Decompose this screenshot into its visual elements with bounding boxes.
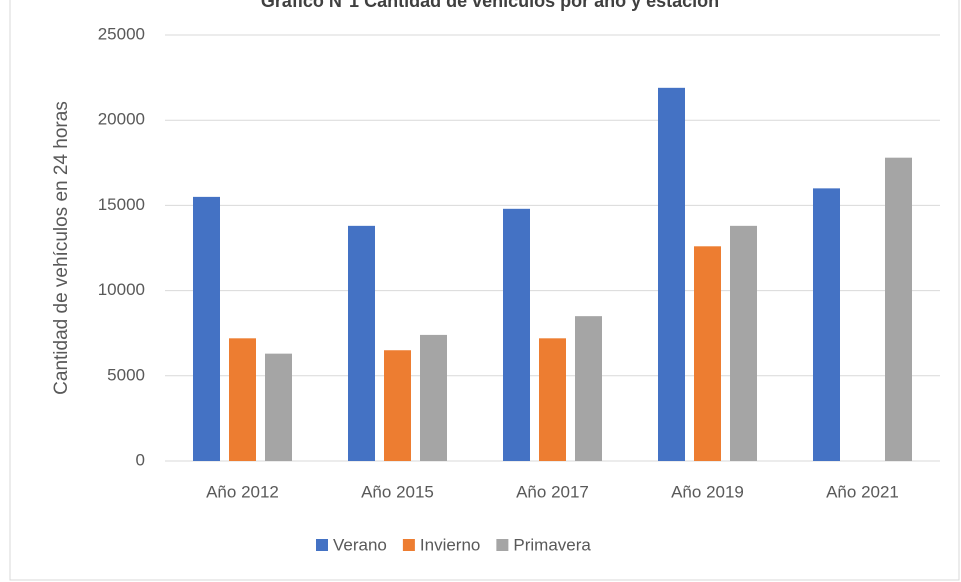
- y-tick-label: 5000: [107, 365, 145, 384]
- chart-border: [9, 0, 960, 581]
- x-tick-label: Año 2012: [206, 482, 279, 501]
- bar: [503, 208, 530, 461]
- x-tick-label: Año 2021: [826, 482, 899, 501]
- bar: [384, 350, 411, 461]
- bar: [575, 316, 602, 461]
- bar: [420, 334, 447, 461]
- y-tick-label: 15000: [98, 195, 145, 214]
- y-tick-label: 25000: [98, 24, 145, 43]
- bar: [885, 157, 912, 462]
- x-tick-label: Año 2017: [516, 482, 589, 501]
- y-tick-label: 10000: [98, 280, 145, 299]
- legend-label: Verano: [333, 535, 387, 554]
- y-tick-label: 20000: [98, 110, 145, 129]
- legend-swatch: [496, 539, 509, 551]
- y-tick-label: 0: [136, 450, 145, 469]
- y-axis-label: Cantidad de vehículos en 24 horas: [51, 101, 72, 395]
- bar: [229, 338, 256, 461]
- bar: [730, 225, 757, 461]
- legend-swatch: [402, 539, 415, 551]
- legend-swatch: [316, 539, 328, 551]
- bar: [813, 188, 840, 462]
- bar: [265, 353, 292, 461]
- x-tick-label: Año 2019: [671, 482, 744, 501]
- bar: [539, 338, 566, 461]
- bar: [348, 225, 375, 461]
- legend-label: Primavera: [513, 535, 591, 554]
- x-tick-label: Año 2015: [361, 482, 434, 501]
- bar: [658, 87, 685, 461]
- chart-title: Gráfico N°1 Cantidad de vehículos por añ…: [261, 0, 719, 11]
- legend-label: Invierno: [420, 535, 480, 554]
- bar: [694, 246, 721, 461]
- bar: [193, 196, 220, 461]
